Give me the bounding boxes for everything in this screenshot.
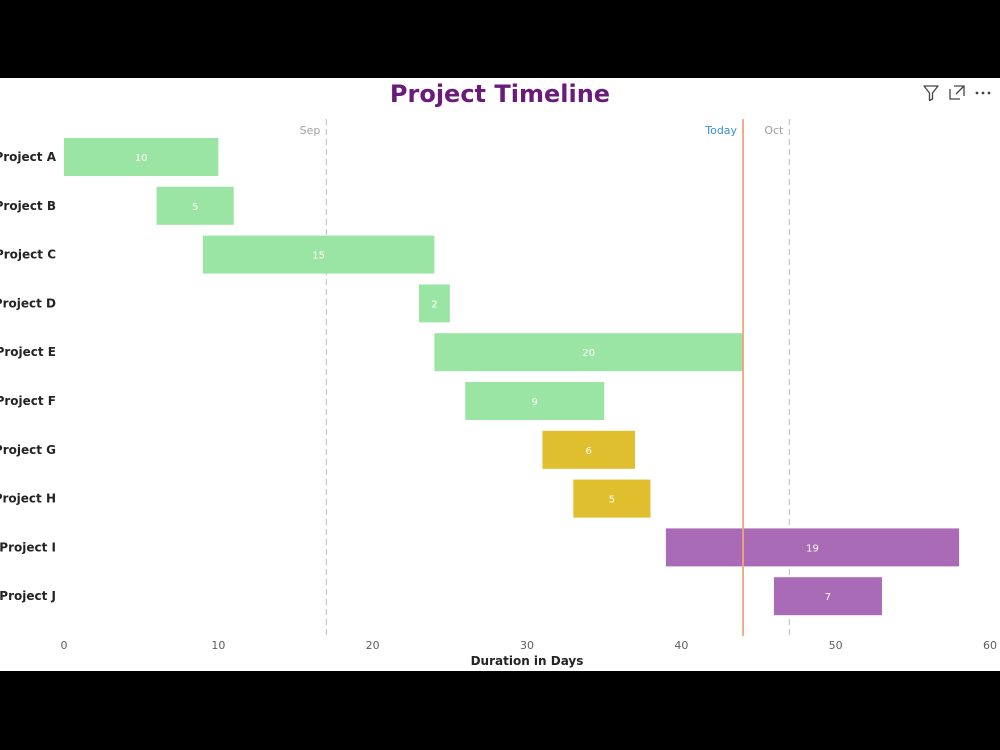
category-label: Project F — [0, 394, 56, 408]
bar-value-label: 5 — [609, 495, 615, 506]
bar-project-d — [418, 284, 450, 323]
x-tick-label: 50 — [829, 639, 843, 652]
category-label: Project I — [0, 540, 56, 554]
bar-project-j — [773, 577, 882, 616]
category-label: Project E — [0, 345, 56, 359]
filter-icon[interactable] — [920, 82, 942, 104]
bar-project-i — [665, 528, 960, 567]
x-tick-label: 0 — [61, 639, 68, 652]
bar-value-label: 10 — [135, 153, 148, 164]
bar-value-label: 20 — [582, 348, 595, 359]
bar-project-g — [542, 430, 636, 469]
bar-value-label: 15 — [312, 251, 325, 262]
reference-label-today: Today — [704, 124, 737, 137]
bar-project-e — [434, 333, 744, 372]
category-label: Project C — [0, 248, 56, 262]
category-label: Project G — [0, 443, 56, 457]
bar-value-label: 5 — [192, 202, 198, 213]
focus-mode-icon[interactable] — [946, 82, 968, 104]
category-label: Project A — [0, 150, 57, 164]
bar-value-label: 19 — [806, 543, 819, 554]
bar-project-f — [465, 382, 605, 420]
chart-visual: Sep Today Oct 10 Project A 5 Project B 15 Projec… — [0, 78, 1000, 671]
bar-value-label: 9 — [532, 397, 538, 408]
x-tick-label: 10 — [211, 639, 225, 652]
bar-value-label: 6 — [586, 446, 592, 457]
bar-value-label: 2 — [431, 299, 437, 310]
bar-project-c — [202, 235, 435, 274]
x-tick-label: 20 — [366, 639, 380, 652]
category-label: Project B — [0, 199, 56, 213]
reference-label-sep: Sep — [300, 124, 321, 137]
x-tick-label: 30 — [520, 639, 534, 652]
timeline-chart: Sep Today Oct 10 Project A 5 Project B 15 Projec… — [0, 119, 997, 668]
bar-project-a — [64, 138, 219, 176]
reference-label-oct: Oct — [764, 124, 784, 137]
more-options-icon[interactable] — [972, 82, 994, 104]
chart-title: Project Timeline — [389, 80, 611, 108]
bar-project-h — [573, 479, 651, 518]
x-tick-label: 40 — [674, 639, 688, 652]
bar-value-label: 7 — [825, 592, 831, 603]
category-label: Project J — [0, 589, 56, 603]
bar-project-b — [156, 186, 234, 225]
category-label: Project H — [0, 492, 56, 506]
category-label: Project D — [0, 296, 56, 310]
x-axis-title: Duration in Days — [471, 654, 584, 668]
x-tick-label: 60 — [983, 639, 997, 652]
